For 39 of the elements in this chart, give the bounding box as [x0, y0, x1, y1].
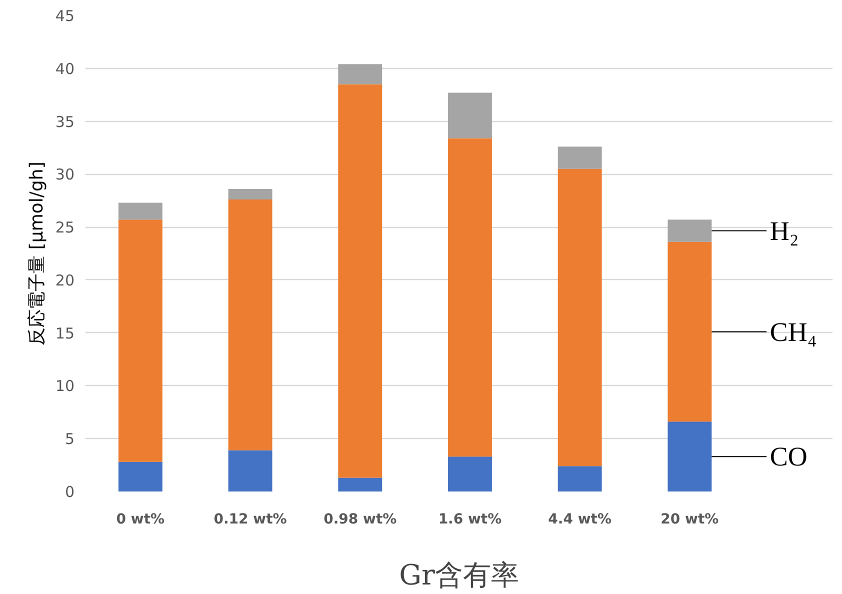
bar: [338, 84, 382, 478]
y-tick-label: 20: [55, 271, 75, 290]
text: H₂: [770, 216, 799, 246]
bar: [448, 456, 492, 492]
bar: [668, 220, 712, 242]
x-tick-label: 1.6 wt%: [438, 512, 502, 528]
y-tick-label: 0: [64, 483, 75, 501]
bar: [228, 450, 272, 492]
bar: [118, 462, 162, 492]
y-tick-label: 30: [55, 166, 75, 184]
y-axis-title: 反応電子量 [μmol/gh]: [26, 162, 48, 346]
y-tick-label: 15: [55, 324, 75, 342]
bar: [118, 220, 162, 462]
bar: [338, 64, 382, 84]
text: CO: [770, 442, 808, 472]
bar: [558, 466, 602, 492]
x-tick-label: 0.12 wt%: [214, 512, 287, 528]
bar: [228, 188, 272, 200]
x-tick-label: 0 wt%: [116, 512, 165, 528]
bar: [558, 168, 602, 466]
bar: [448, 92, 492, 138]
y-tick-label: 5: [64, 430, 75, 448]
bar: [228, 200, 272, 450]
x-axis-title: Gr含有率: [399, 558, 519, 592]
bar: [668, 422, 712, 492]
bar: [668, 242, 712, 422]
bar: [558, 146, 602, 169]
x-tick-label: 4.4 wt%: [548, 512, 612, 528]
bar: [448, 138, 492, 457]
x-tick-label: 0.98 wt%: [324, 512, 397, 528]
y-tick-label: 40: [55, 60, 75, 78]
y-tick-label: 45: [55, 7, 75, 25]
y-tick-label: 35: [55, 112, 75, 131]
text: CH₄: [770, 316, 817, 347]
x-tick-label: 20 wt%: [660, 512, 719, 528]
y-tick-label: 25: [55, 218, 75, 237]
y-tick-label: 10: [55, 377, 75, 396]
bar: [338, 478, 382, 492]
bar: [118, 202, 162, 220]
